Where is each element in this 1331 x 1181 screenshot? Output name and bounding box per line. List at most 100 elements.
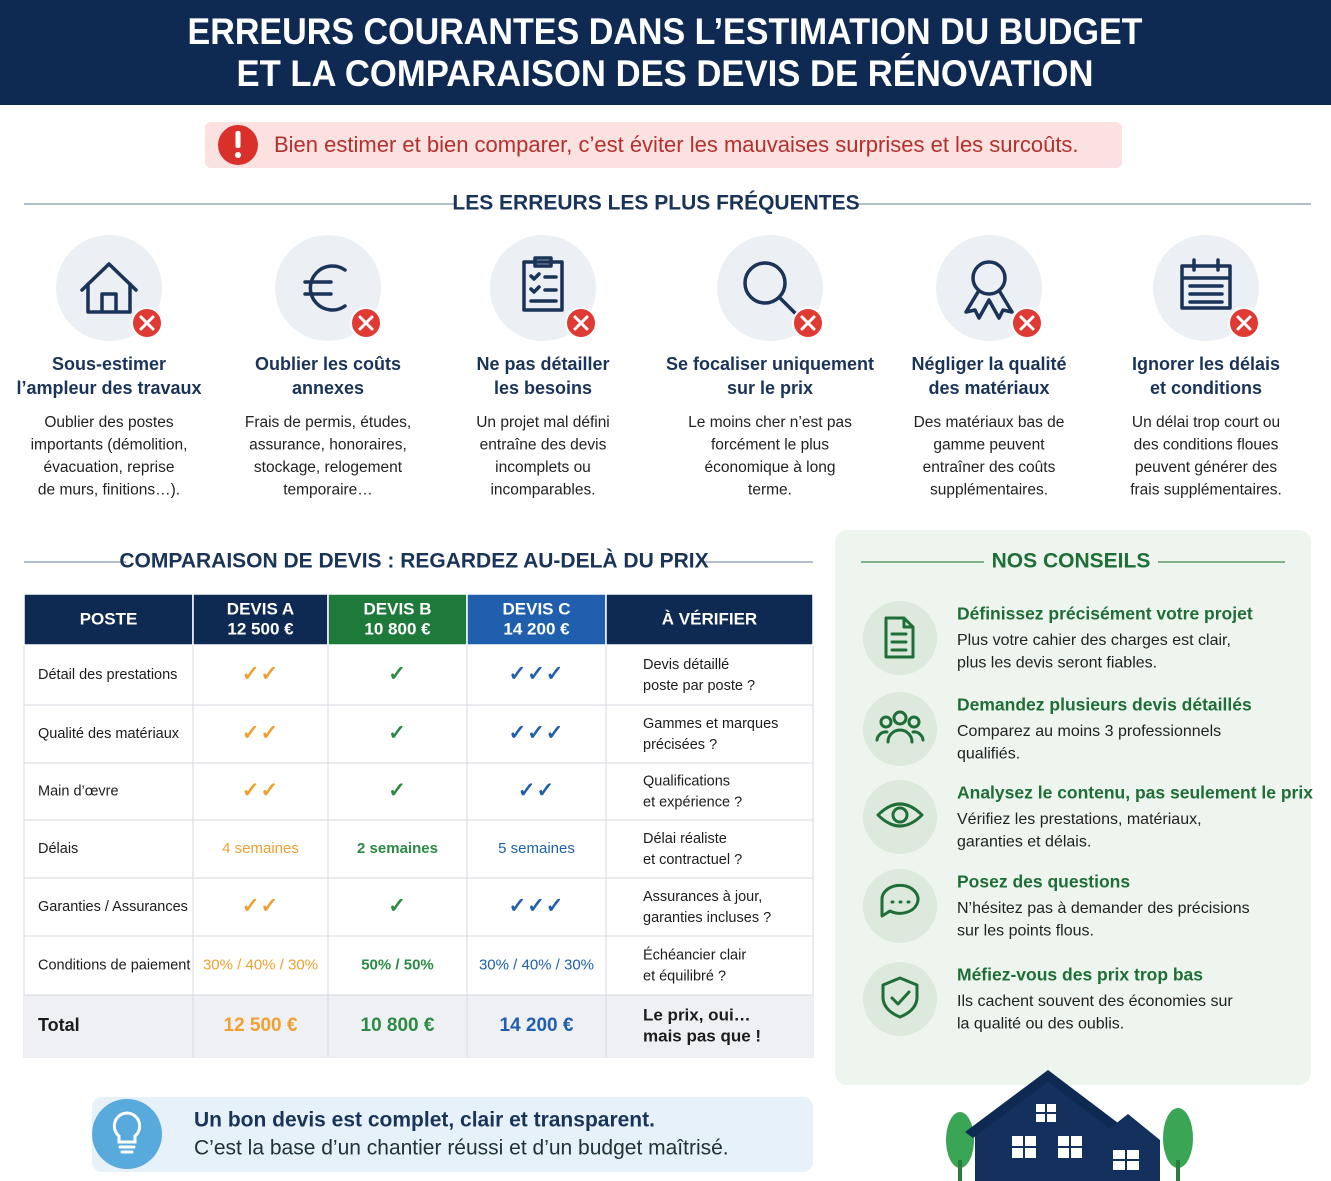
check-note: Échéancier clair — [643, 946, 746, 963]
tip-text: garanties et délais. — [957, 834, 1091, 851]
total-value: 14 200 € — [500, 1015, 574, 1036]
tip-text: la qualité ou des oublis. — [957, 1016, 1124, 1033]
error-text: frais supplémentaires. — [1130, 482, 1282, 499]
error-text: Un projet mal défini — [476, 414, 610, 431]
tip-circle — [863, 780, 937, 854]
table-header: DEVIS B — [363, 599, 431, 618]
row-label: Main d’œvre — [38, 783, 119, 799]
error-title: les besoins — [494, 378, 592, 398]
error-text: Des matériaux bas de — [914, 414, 1065, 431]
error-text: des conditions floues — [1134, 437, 1279, 454]
table-header: 14 200 € — [503, 619, 570, 638]
error-icon — [522, 256, 564, 312]
error-text: terme. — [748, 482, 792, 499]
error-text: entraîne des devis — [480, 437, 607, 454]
tip-icon — [884, 616, 915, 659]
total-value: 12 500 € — [224, 1015, 298, 1036]
header-title: ET LA COMPARAISON DES DEVIS DE RÉNOVATIO… — [237, 53, 1094, 94]
error-title: annexes — [292, 378, 364, 398]
tip-text: Comparez au moins 3 professionnels — [957, 723, 1221, 740]
error-text: peuvent générer des — [1135, 459, 1277, 476]
error-title: Négliger la qualité — [911, 354, 1066, 374]
error-title: Ne pas détailler — [476, 354, 609, 374]
check-note: Délai réaliste — [643, 831, 727, 847]
alert-box — [205, 122, 1122, 168]
error-title: Ignorer les délais — [1132, 354, 1280, 374]
tip-text: Ils cachent souvent des économies sur — [957, 993, 1233, 1010]
cell-value: 50% / 50% — [361, 956, 434, 973]
table-header: À VÉRIFIER — [662, 609, 757, 628]
tip-text: N’hésitez pas à demander des précisions — [957, 900, 1250, 917]
rating: ✓ — [388, 663, 407, 686]
check-note: Assurances à jour, — [643, 889, 762, 905]
section-title: LES ERREURS LES PLUS FRÉQUENTES — [452, 192, 859, 215]
tip-text: Vérifiez les prestations, matériaux, — [957, 811, 1202, 828]
check-note: garanties incluses ? — [643, 910, 771, 926]
check-note: Qualifications — [643, 773, 730, 789]
row-label: Qualité des matériaux — [38, 726, 180, 742]
footer-box — [92, 1097, 813, 1172]
tip-text: sur les points flous. — [957, 923, 1094, 940]
error-badge-x — [1019, 315, 1035, 331]
total-note: Le prix, oui… — [643, 1005, 751, 1024]
table-header: DEVIS A — [227, 599, 294, 618]
check-note: poste par poste ? — [643, 678, 755, 694]
error-text: économique à long — [705, 459, 836, 476]
cell-value: 30% / 40% / 30% — [203, 956, 318, 973]
error-badge-x — [139, 315, 155, 331]
total-row-bg — [24, 995, 813, 1057]
error-title: sur le prix — [727, 378, 813, 398]
rating: ✓✓ — [518, 779, 555, 802]
rating: ✓ — [388, 895, 407, 918]
error-title: des matériaux — [928, 378, 1049, 398]
alert-text: Bien estimer et bien comparer, c’est évi… — [274, 132, 1079, 157]
bulb-icon — [112, 1111, 142, 1154]
error-text: importants (démolition, — [31, 437, 188, 454]
tips-panel — [835, 530, 1311, 1085]
error-text: temporaire… — [283, 482, 373, 499]
error-badge-x — [1236, 315, 1252, 331]
error-text: incomparables. — [490, 482, 595, 499]
error-text: supplémentaires. — [930, 482, 1048, 499]
tip-icon — [876, 802, 924, 828]
error-text: Frais de permis, études, — [245, 414, 411, 431]
error-text: stockage, relogement — [254, 459, 403, 476]
alert-icon-bar — [235, 131, 241, 148]
section-title: COMPARAISON DE DEVIS : REGARDEZ AU-DELÀ … — [119, 550, 708, 573]
table-body — [23, 644, 814, 1058]
total-label: Total — [38, 1015, 80, 1035]
rating: ✓✓✓ — [509, 722, 565, 745]
error-text: forcément le plus — [711, 437, 829, 454]
cell-value: 5 semaines — [498, 840, 575, 857]
rating: ✓✓ — [242, 722, 279, 745]
error-text: Le moins cher n’est pas — [688, 414, 852, 431]
check-note: et contractuel ? — [643, 852, 742, 868]
table-header: POSTE — [80, 609, 138, 628]
check-note: et expérience ? — [643, 794, 742, 810]
tip-circle — [863, 869, 937, 943]
error-icon — [1180, 258, 1232, 310]
error-text: incomplets ou — [495, 459, 591, 476]
cell-value: 30% / 40% / 30% — [479, 956, 594, 973]
tip-title: Méfiez-vous des prix trop bas — [957, 965, 1203, 985]
error-icon — [964, 260, 1014, 320]
cell-value: 4 semaines — [222, 840, 299, 857]
header-title: ERREURS COURANTES DANS L’ESTIMATION DU B… — [188, 11, 1143, 52]
alert-icon-dot — [235, 152, 241, 158]
check-note: précisées ? — [643, 737, 717, 753]
error-icon — [743, 261, 797, 315]
header-band — [0, 0, 1331, 105]
row-label: Garanties / Assurances — [38, 899, 188, 915]
footer-title: Un bon devis est complet, clair et trans… — [194, 1109, 655, 1132]
row-label: Conditions de paiement — [38, 957, 190, 973]
tip-title: Définissez précisément votre projet — [957, 604, 1253, 624]
rating: ✓✓ — [242, 895, 279, 918]
check-note: Gammes et marques — [643, 716, 778, 732]
error-text: entraîner des coûts — [923, 459, 1056, 476]
tip-icon — [881, 976, 919, 1019]
error-title: l’ampleur des travaux — [16, 378, 201, 398]
table-header-cell — [605, 593, 814, 646]
tip-text: plus les devis seront fiables. — [957, 655, 1157, 672]
tip-icon — [875, 710, 925, 744]
